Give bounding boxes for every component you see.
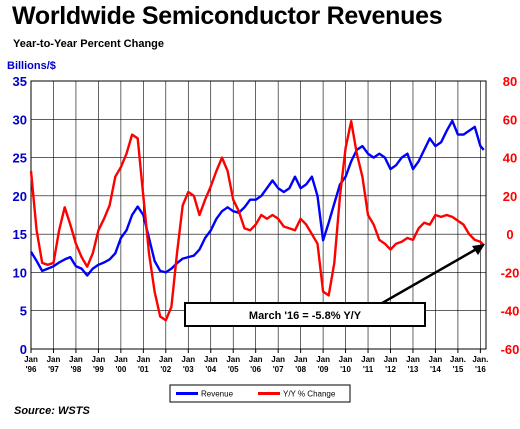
x-tick-label-year: '08 xyxy=(295,365,306,374)
x-tick-label-year: '03 xyxy=(183,365,194,374)
x-tick-label-year: '05 xyxy=(228,365,239,374)
x-tick-label-month: Jan xyxy=(181,355,195,364)
x-tick-label-month: Jan. xyxy=(472,355,488,364)
x-tick-label-year: '16 xyxy=(475,365,486,374)
y-tick-label-right: 0 xyxy=(506,227,513,242)
y-tick-label-left: 30 xyxy=(13,112,27,127)
x-tick-label-month: Jan xyxy=(361,355,375,364)
y-axis-left: 0 5 10 15 20 25 30 35 xyxy=(13,74,27,357)
series-line-yoy-change xyxy=(29,119,485,322)
y-tick-label-left: 5 xyxy=(20,304,27,319)
y-tick-label-left: 25 xyxy=(13,151,27,166)
x-tick-label-year: '13 xyxy=(408,365,419,374)
x-tick-label-year: '15 xyxy=(453,365,464,374)
x-tick-label-month: Jan xyxy=(406,355,420,364)
y-tick-label-left: 35 xyxy=(13,74,27,89)
x-tick-label-year: '04 xyxy=(205,365,216,374)
x-tick-label-month: Jan xyxy=(226,355,240,364)
y-axis-right: -60 -40 -20 0 20 40 60 80 xyxy=(501,74,520,357)
x-tick-label-month: Jan xyxy=(249,355,263,364)
y-tick-label-left: 15 xyxy=(13,227,27,242)
chart-subtitle: Year-to-Year Percent Change xyxy=(13,38,165,50)
x-tick-label-year: '11 xyxy=(363,365,374,374)
x-tick-label-month: Jan xyxy=(47,355,61,364)
x-tick-label-month: Jan xyxy=(204,355,218,364)
x-tick-label-year: '14 xyxy=(430,365,441,374)
y-tick-label-left: 0 xyxy=(20,342,27,357)
x-tick-label-month: Jan xyxy=(159,355,173,364)
y-tick-label-right: -20 xyxy=(501,265,520,280)
y-tick-label-left: 10 xyxy=(13,265,27,280)
x-tick-label-year: '09 xyxy=(318,365,329,374)
x-tick-label-month: Jan xyxy=(429,355,443,364)
annotation-text: March '16 = -5.8% Y/Y xyxy=(249,310,362,322)
x-tick-label-month: Jan. xyxy=(450,355,466,364)
x-axis: Jan'96Jan'97Jan'98Jan'99Jan'00Jan'01Jan'… xyxy=(24,349,488,374)
x-tick-label-year: '07 xyxy=(273,365,284,374)
x-tick-label-month: Jan xyxy=(316,355,330,364)
source-note: Source: WSTS xyxy=(14,405,90,417)
annotation-arrow xyxy=(369,245,481,312)
y-axis-left-label: Billions/$ xyxy=(7,60,56,72)
y-tick-label-right: 80 xyxy=(503,74,517,89)
y-tick-label-right: -40 xyxy=(501,304,520,319)
chart-title: Worldwide Semiconductor Revenues xyxy=(12,2,443,30)
y-tick-label-right: 20 xyxy=(503,189,517,204)
y-tick-label-right: 60 xyxy=(503,112,517,127)
series-lines xyxy=(29,119,485,322)
series-line-revenue xyxy=(29,119,485,277)
annotation-arrowhead xyxy=(472,244,485,255)
x-tick-label-year: '02 xyxy=(160,365,171,374)
x-tick-label-month: Jan xyxy=(136,355,150,364)
legend-label-yoy: Y/Y % Change xyxy=(283,390,336,399)
x-tick-label-month: Jan xyxy=(92,355,106,364)
x-tick-label-month: Jan xyxy=(294,355,308,364)
x-tick-label-year: '12 xyxy=(385,365,396,374)
legend-label-revenue: Revenue xyxy=(201,390,234,399)
x-tick-label-month: Jan xyxy=(384,355,398,364)
y-tick-label-left: 20 xyxy=(13,189,27,204)
x-tick-label-year: '96 xyxy=(26,365,37,374)
y-tick-label-right: -60 xyxy=(501,342,520,357)
x-tick-label-month: Jan xyxy=(24,355,38,364)
x-tick-label-year: '10 xyxy=(340,365,351,374)
x-tick-label-month: Jan xyxy=(69,355,83,364)
x-tick-label-month: Jan xyxy=(271,355,285,364)
x-tick-label-month: Jan xyxy=(339,355,353,364)
x-tick-label-year: '06 xyxy=(250,365,261,374)
annotation-box xyxy=(184,302,426,327)
x-tick-label-year: '99 xyxy=(93,365,104,374)
legend: Revenue Y/Y % Change xyxy=(169,384,351,403)
x-tick-label-year: '00 xyxy=(115,365,126,374)
y-tick-label-right: 40 xyxy=(503,151,517,166)
x-tick-label-year: '98 xyxy=(71,365,82,374)
x-tick-label-month: Jan xyxy=(114,355,128,364)
x-tick-label-year: '01 xyxy=(138,365,149,374)
x-tick-label-year: '97 xyxy=(48,365,59,374)
